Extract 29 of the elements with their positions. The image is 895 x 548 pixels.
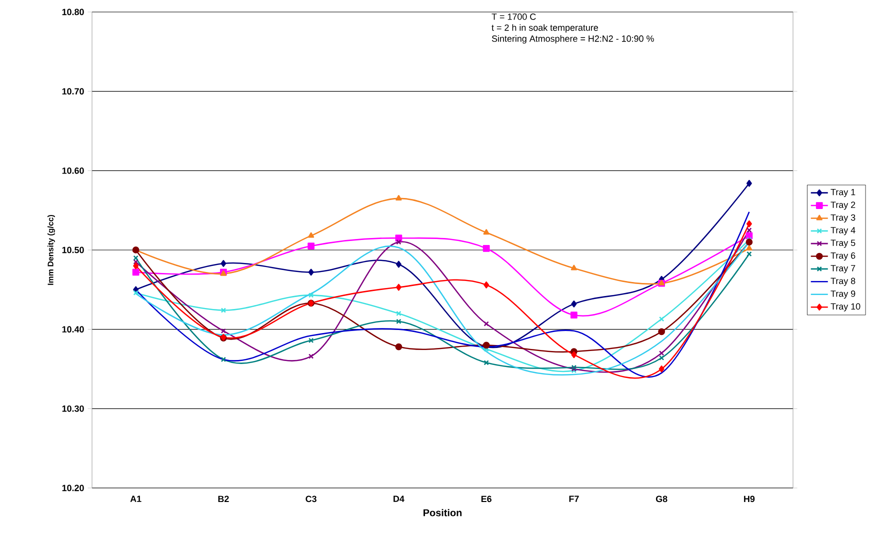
y-tick-label: 10.50 [62, 246, 84, 254]
x-tick-label: F7 [569, 496, 579, 502]
legend-label: Tray 2 [830, 202, 856, 210]
x-tick-label: E6 [481, 496, 492, 502]
x-tick-label: H9 [744, 496, 755, 502]
x-tick-label: B2 [218, 496, 229, 502]
legend-label: Tray 4 [830, 227, 856, 236]
y-tick-label: 10.70 [62, 88, 84, 95]
x-axis-title: Position [424, 508, 462, 516]
legend-label: Tray 10 [830, 303, 860, 312]
legend-label: Tray 3 [830, 214, 856, 222]
y-tick-label: 10.20 [62, 484, 84, 492]
x-tick-label: A1 [130, 496, 142, 502]
legend-label: Tray 1 [830, 188, 856, 198]
legend-label: Tray 9 [830, 290, 856, 299]
y-tick-label: 10.60 [62, 167, 84, 174]
legend-label: Tray 8 [830, 278, 856, 286]
legend-label: Tray 6 [830, 252, 856, 261]
y-tick-label: 10.80 [62, 8, 84, 16]
annotation: t = 2 h in soak temperature [492, 24, 598, 33]
x-tick-label: D4 [394, 496, 404, 502]
annotation: Sintering Atmosphere = H2:N2 - 10:90 % [492, 35, 654, 44]
y-tick-label: 10.40 [62, 326, 84, 332]
legend-label: Tray 5 [830, 240, 856, 248]
annotation: T = 1700 C [492, 14, 536, 20]
x-tick-label: C3 [306, 496, 316, 502]
x-tick-label: G8 [656, 496, 668, 502]
y-tick-label: 10.30 [62, 405, 84, 412]
legend-label: Tray 7 [830, 265, 856, 274]
